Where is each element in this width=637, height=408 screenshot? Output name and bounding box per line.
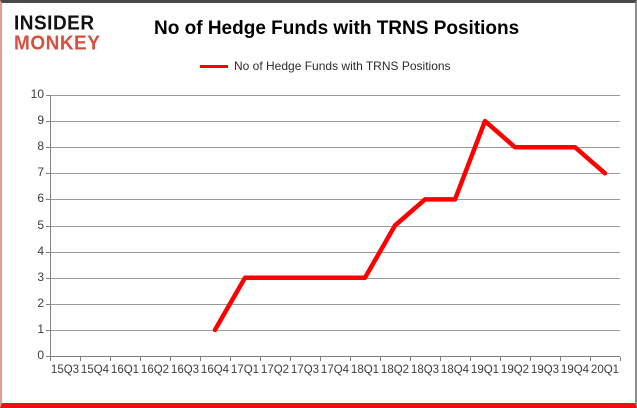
xtick-17: [560, 357, 561, 361]
legend-label: No of Hedge Funds with TRNS Positions: [234, 59, 451, 73]
x-axis-label-19Q3: 19Q3: [530, 364, 560, 376]
x-axis-label-18Q1: 18Q1: [350, 364, 380, 376]
xtick-10: [350, 357, 351, 361]
gridline-y-1: [50, 329, 620, 331]
xtick-16: [530, 357, 531, 361]
xtick-0: [50, 357, 51, 361]
ytick-5: [46, 225, 50, 227]
ytick-1: [46, 329, 50, 331]
xtick-14: [470, 357, 471, 361]
x-axis-label-15Q3: 15Q3: [50, 364, 80, 376]
x-axis-label-17Q2: 17Q2: [260, 364, 290, 376]
xtick-8: [290, 357, 291, 361]
x-axis-label-18Q2: 18Q2: [380, 364, 410, 376]
x-axis-label-16Q4: 16Q4: [200, 364, 230, 376]
y-axis-label-4: 4: [37, 243, 44, 258]
gridline-y-8: [50, 147, 620, 149]
y-axis-label-8: 8: [37, 139, 44, 154]
x-axis-label-17Q4: 17Q4: [320, 364, 350, 376]
ytick-7: [46, 173, 50, 175]
legend-line-swatch: [200, 64, 228, 68]
xtick-7: [260, 357, 261, 361]
xtick-2: [110, 357, 111, 361]
xtick-15: [500, 357, 501, 361]
insider-monkey-logo: INSIDER MONKEY: [14, 12, 101, 55]
ytick-3: [46, 277, 50, 279]
x-axis: [50, 356, 620, 357]
y-axis-label-0: 0: [37, 348, 44, 362]
y-axis-label-10: 10: [30, 87, 44, 101]
xtick-11: [380, 357, 381, 361]
xtick-3: [140, 357, 141, 361]
series-line-hedge-funds: [212, 118, 608, 333]
logo-text-monkey: MONKEY: [14, 32, 101, 55]
y-axis-label-1: 1: [37, 321, 44, 336]
xtick-5: [200, 357, 201, 361]
y-axis-label-6: 6: [37, 191, 44, 206]
ytick-0: [46, 356, 50, 357]
ytick-4: [46, 251, 50, 253]
xtick-12: [410, 357, 411, 361]
ytick-10: [46, 95, 50, 96]
legend: No of Hedge Funds with TRNS Positions: [200, 59, 451, 73]
gridline-y-6: [50, 199, 620, 201]
x-axis-label-17Q1: 17Q1: [230, 364, 260, 376]
xtick-13: [440, 357, 441, 361]
ytick-2: [46, 303, 50, 305]
xtick-18: [590, 357, 591, 361]
xtick-4: [170, 357, 171, 361]
ytick-6: [46, 199, 50, 201]
xtick-1: [80, 357, 81, 361]
x-axis-label-19Q1: 19Q1: [470, 364, 500, 376]
x-axis-label-20Q1: 20Q1: [590, 364, 620, 376]
logo-text-insider: INSIDER: [14, 12, 95, 35]
x-axis-label-18Q3: 18Q3: [410, 364, 440, 376]
gridline-y-4: [50, 251, 620, 253]
x-axis-label-19Q2: 19Q2: [500, 364, 530, 376]
x-axis-label-16Q3: 16Q3: [170, 364, 200, 376]
gridline-y-2: [50, 303, 620, 305]
gridline-y-5: [50, 225, 620, 227]
y-axis: [50, 95, 51, 356]
y-axis-label-7: 7: [37, 165, 44, 180]
ytick-8: [46, 147, 50, 149]
gridline-y-9: [50, 121, 620, 123]
y-axis-label-5: 5: [37, 217, 44, 232]
x-axis-label-15Q4: 15Q4: [80, 364, 110, 376]
xtick-6: [230, 357, 231, 361]
ytick-9: [46, 121, 50, 123]
x-axis-label-16Q1: 16Q1: [110, 364, 140, 376]
gridline-y-10: [50, 95, 620, 96]
x-axis-label-19Q4: 19Q4: [560, 364, 590, 376]
xtick-9: [320, 357, 321, 361]
y-axis-label-2: 2: [37, 295, 44, 310]
xtick-19: [620, 357, 621, 361]
x-axis-label-17Q3: 17Q3: [290, 364, 320, 376]
x-axis-label-16Q2: 16Q2: [140, 364, 170, 376]
x-axis-label-18Q4: 18Q4: [440, 364, 470, 376]
y-axis-label-3: 3: [37, 269, 44, 284]
plot-area: 0 1 2 3 4 5 6 7 8 9 10 15Q3 15Q4 16Q1 16Q2 16Q3 16Q4 17Q1…: [2, 3, 635, 403]
y-axis-label-9: 9: [37, 113, 44, 128]
gridline-y-7: [50, 173, 620, 175]
chart-title: No of Hedge Funds with TRNS Positions: [154, 18, 520, 39]
